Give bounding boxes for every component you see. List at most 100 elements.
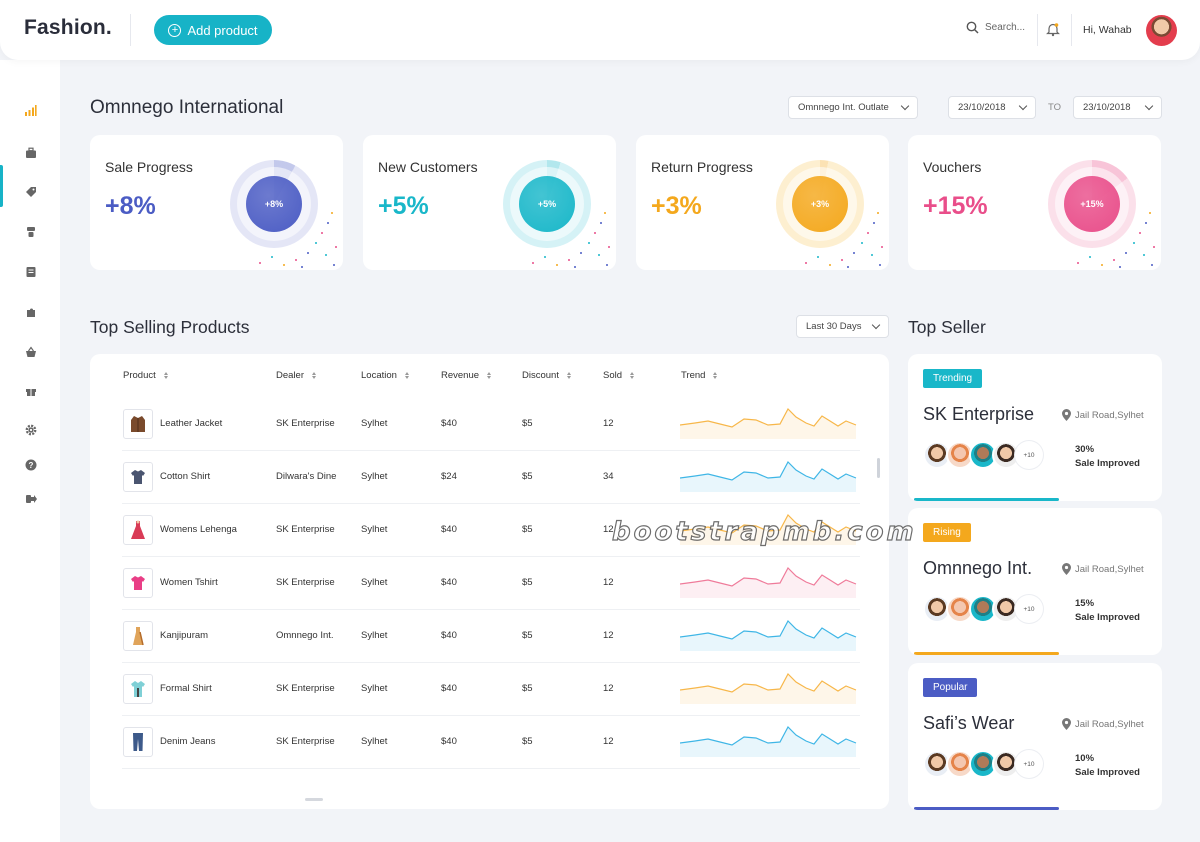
search-placeholder: Search... (985, 22, 1026, 33)
seller-name: SK Enterprise (923, 404, 1035, 424)
app-logo[interactable]: Fashion. (24, 16, 112, 39)
trend-sparkline (680, 461, 857, 492)
discount-cell: $5 (522, 683, 533, 694)
column-header[interactable]: Discount (522, 370, 571, 381)
stat-label: New Customers (378, 159, 478, 175)
bar-chart-icon[interactable] (24, 104, 37, 117)
outlet-select[interactable]: Omnnego Int. Outlate (788, 96, 918, 119)
location-pin-icon (1062, 563, 1071, 575)
stat-card[interactable]: Return Progress +3% +3% (636, 135, 889, 270)
watermark: bootstrapmb.com (611, 516, 917, 547)
products-table: Product Dealer Location Revenue Discount… (90, 354, 889, 809)
stat-value: +8% (105, 192, 156, 220)
column-header[interactable]: Product (123, 370, 168, 381)
top-selling-title: Top Selling Products (90, 317, 250, 337)
table-row[interactable]: Kanjipuram Omnnego Int. Sylhet $40 $5 12 (122, 610, 860, 663)
column-header[interactable]: Trend (681, 370, 718, 381)
sold-cell: 12 (603, 577, 614, 588)
gear-icon[interactable] (24, 423, 37, 436)
more-avatars-count: +10 (1015, 595, 1043, 623)
trend-sparkline (680, 620, 857, 651)
briefcase-icon[interactable] (24, 146, 37, 159)
tag-icon[interactable] (24, 185, 37, 198)
seller-location-text: Jail Road,Sylhet (1075, 563, 1144, 575)
table-row[interactable]: Cotton Shirt Dilwara's Dine Sylhet $24 $5 34 (122, 451, 860, 504)
date-range-to-label: TO (1048, 102, 1062, 113)
stat-card[interactable]: Vouchers +15% +15% (908, 135, 1161, 270)
page-title: Omnnego International (90, 97, 284, 118)
stat-card[interactable]: New Customers +5% +5% (363, 135, 616, 270)
seller-badge: Rising (923, 523, 971, 542)
search-box[interactable]: Search... (966, 21, 1025, 34)
revenue-cell: $40 (441, 630, 457, 641)
improvement-percent: 15% (1075, 598, 1095, 609)
seller-name: Omnnego Int. (923, 558, 1033, 578)
date-to-select[interactable]: 23/10/2018 (1073, 96, 1162, 119)
revenue-cell: $24 (441, 471, 457, 482)
seller-location-text: Jail Road,Sylhet (1075, 409, 1144, 421)
plus-circle-icon: + (168, 23, 182, 37)
column-header-label: Product (123, 370, 156, 381)
divider (130, 14, 131, 46)
table-row[interactable]: Leather Jacket SK Enterprise Sylhet $40 $5 12 (122, 398, 860, 451)
column-header[interactable]: Location (361, 370, 409, 381)
column-header-label: Location (361, 370, 397, 381)
flask-icon[interactable] (24, 225, 37, 238)
document-icon[interactable] (24, 265, 37, 278)
column-header-label: Trend (681, 370, 706, 381)
revenue-cell: $40 (441, 736, 457, 747)
column-header-label: Dealer (276, 370, 304, 381)
location-cell: Sylhet (361, 577, 388, 588)
period-select[interactable]: Last 30 Days (796, 315, 889, 338)
table-row[interactable]: Womens Lehenga SK Enterprise Sylhet $40 $5 12 (122, 504, 860, 557)
jacket-icon (123, 409, 153, 439)
discount-cell: $5 (522, 524, 533, 535)
seller-card[interactable]: Popular Safi’s Wear Jail Road,Sylhet +10… (908, 663, 1162, 810)
revenue-cell: $40 (441, 577, 457, 588)
location-pin-icon (1062, 409, 1071, 421)
sold-cell: 34 (603, 471, 614, 482)
column-header[interactable]: Revenue (441, 370, 492, 381)
vertical-scrollbar[interactable] (877, 458, 880, 478)
trend-sparkline (680, 408, 857, 439)
seller-name: Safi’s Wear (923, 713, 1015, 733)
user-avatar[interactable] (1146, 15, 1177, 46)
confetti-decoration (805, 212, 883, 268)
stat-card[interactable]: Sale Progress +8% +8% (90, 135, 343, 270)
sidebar (0, 60, 60, 842)
progress-ring: +5% (503, 160, 591, 248)
sort-icon (404, 372, 409, 379)
period-select-value: Last 30 Days (806, 321, 862, 332)
help-icon[interactable]: ? (24, 458, 37, 471)
confetti-decoration (532, 212, 610, 268)
user-greeting[interactable]: Hi, Wahab (1083, 24, 1132, 36)
horizontal-scrollbar[interactable] (305, 798, 323, 801)
seller-card[interactable]: Rising Omnnego Int. Jail Road,Sylhet +10… (908, 508, 1162, 655)
seller-location: Jail Road,Sylhet (1062, 718, 1144, 730)
table-row[interactable]: Women Tshirt SK Enterprise Sylhet $40 $5 12 (122, 557, 860, 610)
table-row[interactable]: Formal Shirt SK Enterprise Sylhet $40 $5 12 (122, 663, 860, 716)
column-header[interactable]: Sold (603, 370, 635, 381)
table-row[interactable]: Denim Jeans SK Enterprise Sylhet $40 $5 12 (122, 716, 860, 769)
seller-location: Jail Road,Sylhet (1062, 563, 1144, 575)
location-cell: Sylhet (361, 683, 388, 694)
product-name: Denim Jeans (160, 736, 216, 747)
column-header[interactable]: Dealer (276, 370, 316, 381)
basket-icon[interactable] (24, 345, 37, 358)
puzzle-icon[interactable] (24, 305, 37, 318)
location-cell: Sylhet (361, 736, 388, 747)
location-cell: Sylhet (361, 471, 388, 482)
sort-icon (312, 372, 316, 379)
date-from-select[interactable]: 23/10/2018 (948, 96, 1036, 119)
dealer-cell: SK Enterprise (276, 524, 335, 535)
tshirt-icon (123, 568, 153, 598)
add-product-button[interactable]: + Add product (154, 15, 272, 45)
sale-improvement: 15% Sale Improved (1075, 597, 1140, 625)
seller-card[interactable]: Trending SK Enterprise Jail Road,Sylhet … (908, 354, 1162, 501)
sort-icon (163, 372, 168, 379)
product-name: Cotton Shirt (160, 471, 211, 482)
gift-icon[interactable] (24, 384, 37, 397)
bell-icon[interactable] (1046, 22, 1060, 37)
logout-icon[interactable] (24, 492, 37, 505)
dealer-cell: Dilwara's Dine (276, 471, 337, 482)
